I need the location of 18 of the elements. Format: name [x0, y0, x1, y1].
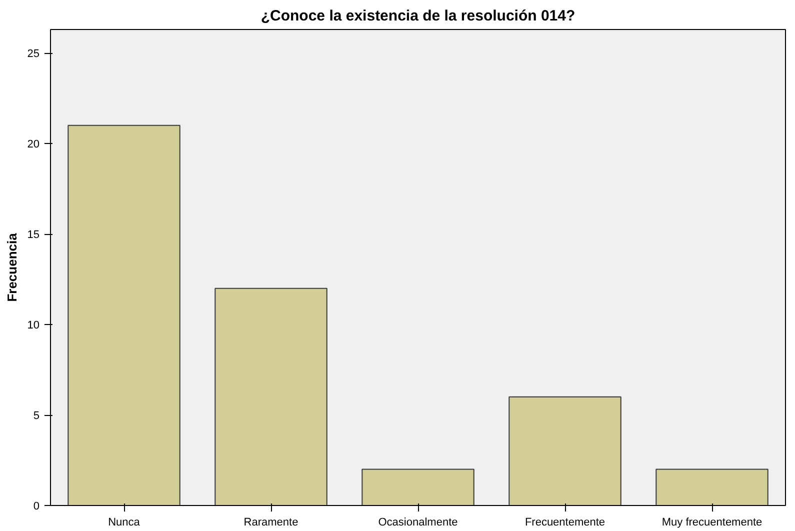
- y-tick-label: 20: [27, 138, 40, 151]
- bar: [656, 468, 768, 506]
- y-tick-label: 15: [27, 229, 40, 242]
- x-tick-label: Ocasionalmente: [378, 516, 458, 528]
- y-tick-label: 10: [27, 320, 40, 332]
- x-tick-label: Muy frecuentemente: [662, 516, 762, 528]
- bar: [214, 288, 328, 506]
- chart-title: ¿Conoce la existencia de la resolución 014?: [260, 8, 576, 24]
- x-tick-label: Nunca: [108, 516, 141, 528]
- y-tick-label: 0: [33, 500, 40, 512]
- x-tick-label: Frecuentemente: [524, 516, 606, 528]
- bar: [68, 124, 180, 506]
- y-tick-label: 5: [33, 410, 40, 422]
- bar: [508, 396, 622, 506]
- bar: [362, 468, 474, 506]
- x-tick-label: Raramente: [244, 516, 298, 528]
- y-tick-label: 25: [27, 48, 40, 60]
- y-axis-title: Frecuencia: [4, 232, 20, 302]
